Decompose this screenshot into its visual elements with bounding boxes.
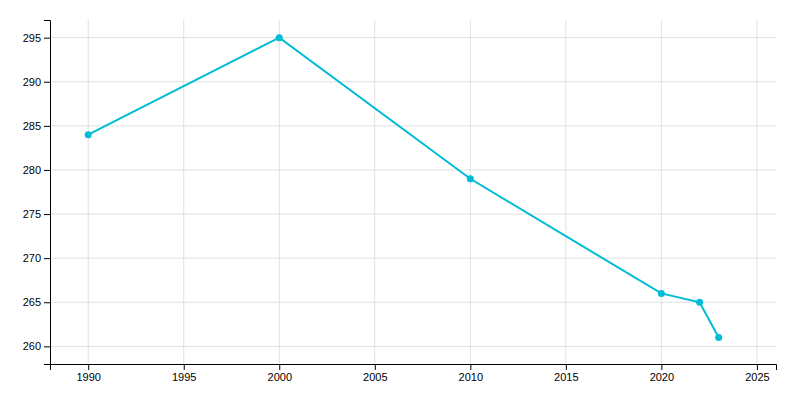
x-tick-label: 2015	[554, 371, 578, 383]
y-tick-mark	[44, 126, 50, 127]
grid-line-y	[50, 37, 776, 38]
x-tick-label: 2020	[650, 371, 674, 383]
x-tick-label: 2005	[363, 371, 387, 383]
x-tick-label: 2010	[459, 371, 483, 383]
point	[696, 299, 703, 306]
y-tick-label: 275	[23, 208, 41, 220]
x-tick: 2025	[745, 364, 769, 383]
x-tick-mark	[184, 364, 185, 370]
grid-line-x	[183, 20, 184, 364]
y-tick-label: 280	[23, 164, 41, 176]
point	[467, 175, 474, 182]
x-tick-label: 1995	[172, 371, 196, 383]
x-tick: 2010	[459, 364, 483, 383]
x-tick: 2000	[268, 364, 292, 383]
y-tick-mark	[44, 302, 50, 303]
y-tick-mark	[44, 346, 50, 347]
x-tick: 1995	[172, 364, 196, 383]
y-tick-label: 290	[23, 76, 41, 88]
y-tick-label: 270	[23, 252, 41, 264]
grid-line-y	[50, 302, 776, 303]
x-tick: 1990	[76, 364, 100, 383]
x-tick-mark	[375, 364, 376, 370]
x-axis-line	[51, 365, 777, 371]
grid-line-x	[279, 20, 280, 364]
grid-line-y	[50, 81, 776, 82]
chart-container: 1990 1995 2000 2005 2010 2015 2020 2025 260 265 27…	[0, 0, 800, 400]
point	[715, 334, 722, 341]
grid-line-x	[88, 20, 89, 364]
x-tick-label: 2000	[268, 371, 292, 383]
y-axis: 260 265 270 275 280 285 290 295	[23, 21, 51, 365]
grid-line-y	[50, 125, 776, 126]
x-tick: 2015	[554, 364, 578, 383]
y-tick-mark	[44, 82, 50, 83]
x-tick-mark	[757, 364, 758, 370]
x-tick-mark	[661, 364, 662, 370]
y-tick: 270	[23, 252, 50, 264]
grid-line-x	[470, 20, 471, 364]
x-axis: 1990 1995 2000 2005 2010 2015 2020 2025	[51, 364, 777, 383]
y-tick-label: 295	[23, 32, 41, 44]
y-tick-mark	[44, 214, 50, 215]
y-tick: 285	[23, 120, 50, 132]
data-marks	[85, 34, 722, 341]
y-tick: 290	[23, 76, 50, 88]
y-tick-mark	[44, 170, 50, 171]
y-tick-label: 260	[23, 340, 41, 352]
point	[658, 290, 665, 297]
y-tick-label: 285	[23, 120, 41, 132]
y-tick-mark	[44, 38, 50, 39]
x-tick-mark	[88, 364, 89, 370]
y-tick-mark	[44, 258, 50, 259]
grid-line-y	[50, 214, 776, 215]
y-tick: 275	[23, 208, 50, 220]
x-tick-mark	[566, 364, 567, 370]
x-tick: 2005	[363, 364, 387, 383]
chart-svg: 1990 1995 2000 2005 2010 2015 2020 2025 260 265 27…	[0, 0, 800, 400]
grid	[50, 20, 776, 364]
plot-area: 1990 1995 2000 2005 2010 2015 2020 2025 260 265 27…	[23, 20, 777, 383]
y-tick-label: 265	[23, 296, 41, 308]
grid-line-x	[756, 20, 757, 364]
grid-line-x	[661, 20, 662, 364]
grid-line-x	[565, 20, 566, 364]
y-tick: 260	[23, 340, 50, 352]
x-tick-mark	[279, 364, 280, 370]
grid-line-y	[50, 346, 776, 347]
y-tick: 265	[23, 296, 50, 308]
grid-line-y	[50, 169, 776, 170]
x-tick-label: 2025	[745, 371, 769, 383]
y-axis-line	[44, 21, 51, 365]
x-tick-label: 1990	[76, 371, 100, 383]
x-tick: 2020	[650, 364, 674, 383]
line	[88, 38, 718, 338]
grid-line-x	[374, 20, 375, 364]
y-tick: 280	[23, 164, 50, 176]
point	[276, 34, 283, 41]
x-tick-mark	[470, 364, 471, 370]
y-tick: 295	[23, 32, 50, 44]
point	[85, 131, 92, 138]
grid-line-y	[50, 258, 776, 259]
